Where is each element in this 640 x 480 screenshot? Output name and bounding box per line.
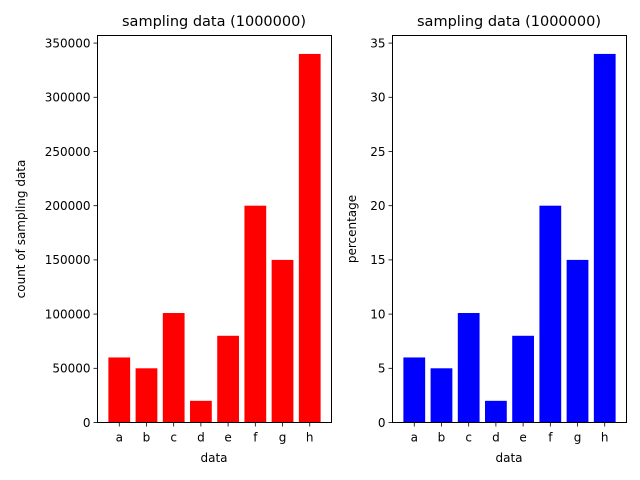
chart-right-bar-f xyxy=(539,205,562,423)
chart-right-ytick-label-0: 0 xyxy=(378,416,386,430)
chart-right-ytick-label-1: 5 xyxy=(378,362,386,376)
chart-right-bar-a xyxy=(403,357,426,423)
chart-left: sampling data (1000000) data count of sa… xyxy=(14,14,332,465)
chart-left-ytick-label-7: 350000 xyxy=(45,36,91,50)
chart-right-xtick-label-d: d xyxy=(492,431,500,445)
chart-left-bar-c xyxy=(162,313,185,423)
chart-left-xtick-label-d: d xyxy=(197,431,205,445)
chart-right-bar-b xyxy=(430,368,453,423)
chart-right-axes-frame xyxy=(392,35,627,423)
chart-left-yticks: 0 50000 100000 150000 200000 250000 300000 3500… xyxy=(45,36,98,430)
chart-left-ytick-label-5: 250000 xyxy=(45,145,91,159)
chart-left-xtick-label-e: e xyxy=(224,431,231,445)
chart-left-xtick-label-h: h xyxy=(306,431,314,445)
chart-left-bar-e xyxy=(217,335,239,423)
chart-left-xtick-label-b: b xyxy=(143,431,151,445)
chart-right-yticks: 0 5 10 15 20 25 30 35 xyxy=(370,36,393,430)
chart-left-ytick-label-0: 0 xyxy=(83,416,91,430)
chart-right-xtick-label-e: e xyxy=(519,431,526,445)
chart-left-xtick-label-a: a xyxy=(116,431,123,445)
chart-left-bar-d xyxy=(190,400,212,423)
chart-right-bar-h xyxy=(593,53,616,423)
chart-right-bar-g xyxy=(566,259,589,423)
chart-left-bars xyxy=(108,53,321,423)
chart-left-xtick-label-f: f xyxy=(253,431,258,445)
chart-right-title: sampling data (1000000) xyxy=(417,14,601,30)
chart-right-xtick-label-f: f xyxy=(548,431,553,445)
chart-right-ytick-label-6: 30 xyxy=(370,91,385,105)
chart-right-bar-d xyxy=(485,400,507,423)
chart-left-xticks: a b c d e f g h xyxy=(116,422,314,445)
chart-left-axes-frame xyxy=(97,35,332,423)
chart-right-xtick-label-g: g xyxy=(574,431,582,445)
chart-left-ytick-label-4: 200000 xyxy=(45,199,91,213)
chart-right-ytick-label-4: 20 xyxy=(370,199,385,213)
chart-left-ytick-label-6: 300000 xyxy=(45,91,91,105)
chart-right-bars xyxy=(403,53,616,423)
chart-left-bar-f xyxy=(244,205,267,423)
chart-left-bar-g xyxy=(271,259,294,423)
chart-left-title: sampling data (1000000) xyxy=(122,14,306,30)
chart-right-ytick-label-7: 35 xyxy=(370,36,385,50)
chart-right-bar-c xyxy=(457,313,480,423)
chart-right: sampling data (1000000) data percentage … xyxy=(345,14,627,465)
chart-right-xtick-label-h: h xyxy=(601,431,609,445)
chart-right-xtick-label-b: b xyxy=(438,431,446,445)
chart-left-xlabel: data xyxy=(200,451,227,465)
chart-left-bar-h xyxy=(298,53,321,423)
chart-right-ytick-label-5: 25 xyxy=(370,145,385,159)
chart-right-ytick-label-2: 10 xyxy=(370,307,385,321)
chart-left-ylabel: count of sampling data xyxy=(14,160,28,299)
chart-left-ytick-label-2: 100000 xyxy=(45,307,91,321)
chart-left-ytick-label-3: 150000 xyxy=(45,253,91,267)
chart-left-xtick-label-g: g xyxy=(279,431,287,445)
chart-right-xticks: a b c d e f g h xyxy=(411,422,609,445)
chart-right-xtick-label-c: c xyxy=(465,431,472,445)
chart-right-ytick-label-3: 15 xyxy=(370,253,385,267)
chart-right-ylabel: percentage xyxy=(345,195,359,263)
chart-left-bar-b xyxy=(135,368,158,423)
chart-right-xlabel: data xyxy=(495,451,522,465)
chart-right-bar-e xyxy=(512,335,534,423)
chart-left-ytick-label-1: 50000 xyxy=(52,362,90,376)
chart-left-xtick-label-c: c xyxy=(170,431,177,445)
chart-left-bar-a xyxy=(108,357,131,423)
chart-right-xtick-label-a: a xyxy=(411,431,418,445)
